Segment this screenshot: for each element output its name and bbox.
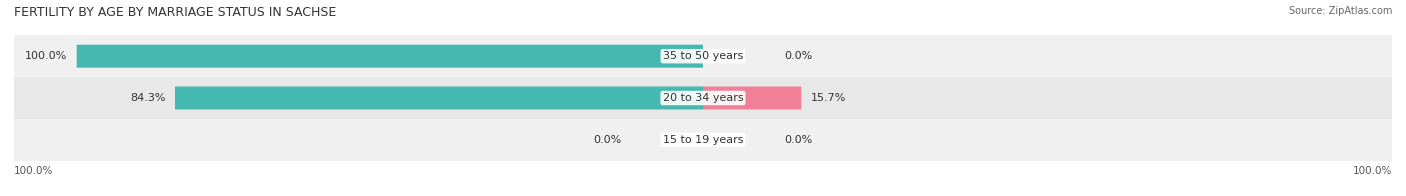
Bar	[14, 35, 1392, 77]
FancyBboxPatch shape	[174, 86, 703, 110]
Text: FERTILITY BY AGE BY MARRIAGE STATUS IN SACHSE: FERTILITY BY AGE BY MARRIAGE STATUS IN S…	[14, 6, 336, 19]
Text: 20 to 34 years: 20 to 34 years	[662, 93, 744, 103]
Text: 35 to 50 years: 35 to 50 years	[662, 51, 744, 61]
Text: 15.7%: 15.7%	[811, 93, 846, 103]
Text: 0.0%: 0.0%	[785, 135, 813, 145]
Bar	[14, 77, 1392, 119]
FancyBboxPatch shape	[703, 86, 801, 110]
Text: 100.0%: 100.0%	[1353, 166, 1392, 176]
Text: 0.0%: 0.0%	[593, 135, 621, 145]
Text: 84.3%: 84.3%	[131, 93, 166, 103]
Text: 100.0%: 100.0%	[14, 166, 53, 176]
Bar	[14, 119, 1392, 161]
Text: 0.0%: 0.0%	[785, 51, 813, 61]
Text: 15 to 19 years: 15 to 19 years	[662, 135, 744, 145]
Text: 100.0%: 100.0%	[25, 51, 67, 61]
Text: Source: ZipAtlas.com: Source: ZipAtlas.com	[1288, 6, 1392, 16]
FancyBboxPatch shape	[77, 45, 703, 68]
